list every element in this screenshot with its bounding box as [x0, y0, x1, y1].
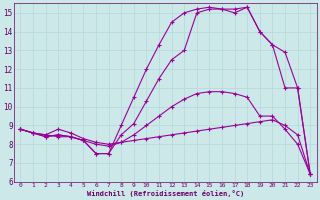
- X-axis label: Windchill (Refroidissement éolien,°C): Windchill (Refroidissement éolien,°C): [87, 190, 244, 197]
